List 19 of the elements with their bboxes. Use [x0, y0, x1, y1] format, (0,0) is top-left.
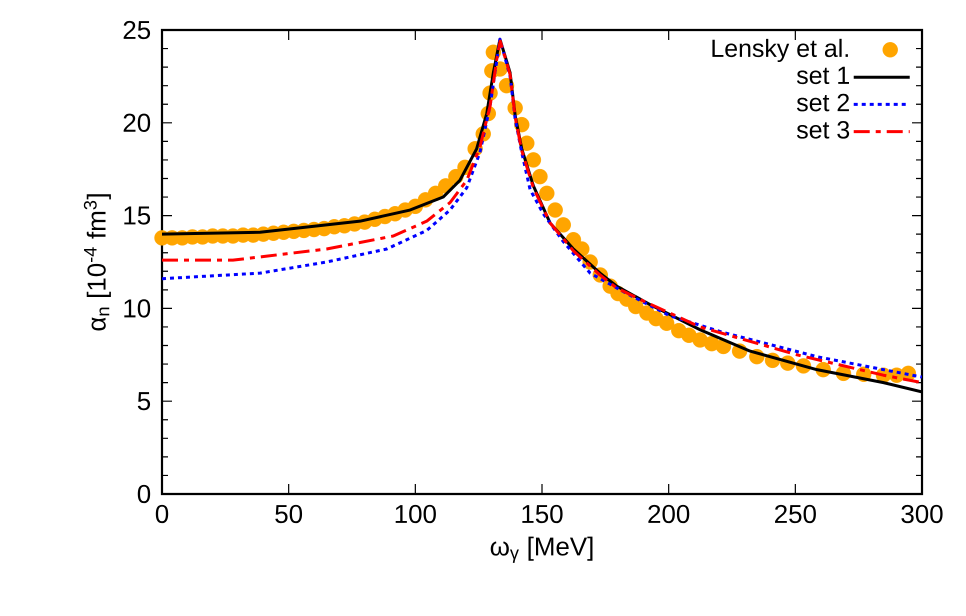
legend-label: set 1 — [796, 66, 849, 84]
x-axis-title: ω$_{γ}$ [MeV] — [490, 536, 592, 563]
legend-label: Lensky et al. — [712, 38, 848, 62]
y-tick-label: 10 — [124, 299, 150, 318]
x-tick-label: 150 — [522, 504, 563, 524]
y-tick-label: 20 — [124, 114, 150, 132]
y-tick-label: 25 — [124, 20, 150, 40]
legend-label: set 2 — [796, 94, 849, 112]
x-tick-label: 250 — [775, 504, 816, 524]
y-axis-title: α$_{n}$ [10$^{-4}$ fm$^{3}$] — [84, 194, 111, 330]
x-tick-label: 0 — [156, 504, 168, 524]
y-tick-label: 15 — [124, 206, 150, 225]
x-tick-label: 200 — [648, 504, 690, 524]
x-tick-label: 100 — [396, 504, 436, 524]
x-tick-label: 300 — [901, 504, 943, 524]
x-tick-label: 50 — [275, 504, 302, 524]
y-tick-label: 5 — [138, 392, 150, 410]
legend-label: set 3 — [796, 121, 850, 139]
y-tick-label: 0 — [138, 484, 150, 504]
